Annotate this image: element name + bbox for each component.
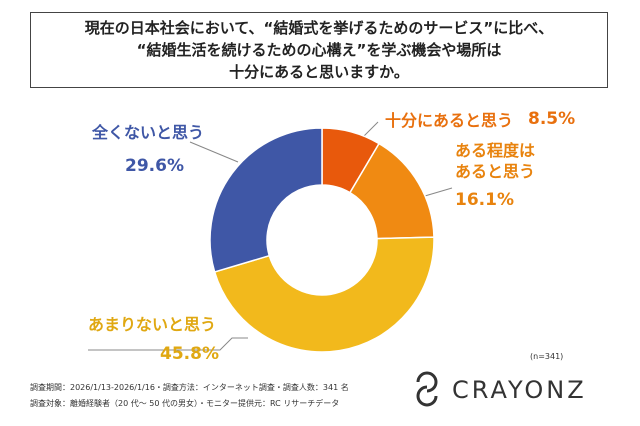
logo-shape bbox=[416, 371, 438, 393]
category-label: 十分にあると思う bbox=[385, 111, 514, 130]
wedge bbox=[213, 236, 435, 353]
value-label: 16.1% bbox=[455, 190, 514, 210]
value-label: 8.5% bbox=[528, 109, 576, 129]
logo-shape bbox=[416, 385, 438, 407]
leader-line bbox=[88, 337, 248, 351]
logo-mark bbox=[416, 371, 438, 407]
footnote: 調査対象：離婚経験者（20 代～ 50 代の男女）・モニター提供元：RC リサー… bbox=[30, 399, 340, 408]
leader-line bbox=[189, 141, 239, 163]
category-label: 全くないと思う bbox=[92, 123, 205, 142]
sample-note: (n=341) bbox=[530, 352, 564, 361]
footnote: 調査期間：2026/1/13-2026/1/16・調査方法：インターネット調査・… bbox=[30, 383, 349, 392]
wedge bbox=[209, 127, 323, 273]
logo: CRAYONZ bbox=[452, 376, 587, 404]
chart-title: 現在の日本社会において、“結婚式を挙げるためのサービス”に比べ、 “結婚生活を続… bbox=[30, 12, 608, 88]
category-label: ある程度は あると思う bbox=[455, 141, 536, 181]
value-label: 45.8% bbox=[160, 344, 219, 364]
category-label: あまりないと思う bbox=[88, 315, 217, 334]
value-label: 29.6% bbox=[125, 156, 184, 176]
